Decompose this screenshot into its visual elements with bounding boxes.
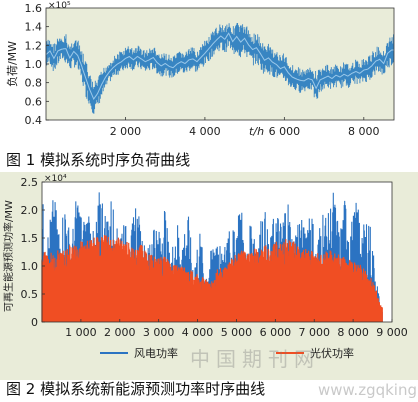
x-tick-label: 2 000 [104, 326, 136, 339]
y-axis-label: 可再生能源预测功率/MW [2, 200, 15, 312]
load-series-midline [45, 32, 394, 101]
y-tick-label: 1.6 [25, 2, 43, 15]
x-tick-label: 8 000 [348, 125, 380, 138]
y-tick-label: 0.5 [21, 288, 39, 301]
y-tick-label: 1.2 [25, 39, 43, 52]
y-tick-label: 1.4 [25, 21, 43, 34]
y-tick-label: 0 [31, 316, 38, 329]
y-axis-label: 负荷/MW [5, 41, 19, 87]
x-tick-label: 9 000 [376, 326, 408, 339]
x-tick-label: 4 000 [189, 125, 221, 138]
x-tick-label: 7 000 [298, 326, 330, 339]
load-curve-chart: 0.4 0.6 0.8 1.0 1.2 1.4 1.6 2 000 4 000 6 000 8 00… [5, 1, 395, 138]
y-tick-label: 1.0 [25, 58, 43, 71]
x-axis-label: t/h [249, 125, 264, 138]
x-tick-label: 8 000 [337, 326, 369, 339]
x-tick-label: 6 000 [269, 125, 301, 138]
x-tick-label: 4 000 [182, 326, 214, 339]
renewable-power-chart: 0 0.5 1.0 1.5 2.0 2.5 1 000 2 000 3 000 4 000 5 00… [0, 172, 418, 380]
y-tick-label: 0.8 [25, 77, 43, 90]
x-tick-label: 1 000 [65, 326, 97, 339]
y-scale-label: ×10⁵ [48, 1, 71, 11]
figure1-caption: 图 1 模拟系统时序负荷曲线 [6, 151, 191, 169]
y-tick-label: 1.0 [21, 260, 39, 273]
y-tick-label: 1.5 [21, 232, 39, 245]
y-scale-label: ×10⁴ [44, 174, 67, 184]
watermark-url: www.zgqking.com [318, 381, 418, 399]
y-tick-label: 2.5 [21, 176, 39, 189]
legend-wind-label: 风电功率 [134, 346, 178, 360]
x-tick-label: 5 000 [221, 326, 253, 339]
x-tick-label: 2 000 [110, 125, 142, 138]
x-tick-label: 6 000 [260, 326, 292, 339]
figure2-caption: 图 2 模拟系统新能源预测功率时序曲线 [6, 380, 266, 398]
y-tick-label: 2.0 [21, 204, 39, 217]
y-tick-label: 0.6 [25, 95, 43, 108]
x-tick-label: 3 000 [143, 326, 175, 339]
plot-frame [41, 181, 393, 323]
y-tick-label: 0.4 [25, 114, 43, 127]
legend-pv-label: 光伏功率 [310, 346, 354, 360]
watermark-logo: 中国期刊网 [190, 347, 320, 371]
